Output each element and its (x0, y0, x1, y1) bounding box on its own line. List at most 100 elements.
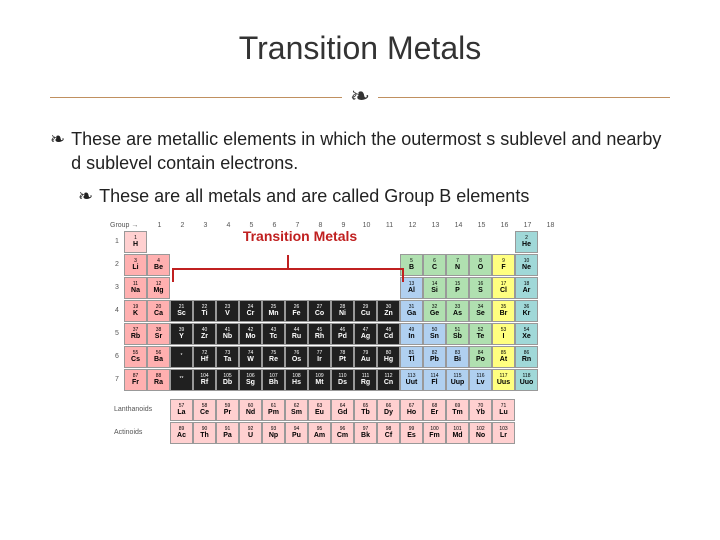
element-cell: 19K (124, 300, 147, 322)
element-cell: 49In (400, 323, 423, 345)
element-cell: 90Th (193, 422, 216, 444)
element-cell: 21Sc (170, 300, 193, 322)
element-cell: 27Co (308, 300, 331, 322)
element-cell: 98Cf (377, 422, 400, 444)
element-symbol: Th (200, 432, 209, 439)
slide: Transition Metals ❧ ❧ These are metallic… (0, 0, 720, 540)
element-cell: 70Yb (469, 399, 492, 421)
element-symbol: Dy (384, 409, 393, 416)
element-cell: 36Kr (515, 300, 538, 322)
group-number: 2 (171, 222, 194, 229)
element-symbol: Es (407, 432, 416, 439)
period-number: 3 (110, 277, 124, 299)
element-cell: 88Ra (147, 369, 170, 391)
element-symbol: Cu (361, 310, 370, 317)
element-symbol: Ni (339, 310, 346, 317)
element-cell: 79Au (354, 346, 377, 368)
element-symbol: Pa (223, 432, 232, 439)
element-cell: 32Ge (423, 300, 446, 322)
element-symbol: Pu (292, 432, 301, 439)
element-cell: 43Tc (262, 323, 285, 345)
group-number: 1 (148, 222, 171, 229)
element-symbol: Ru (292, 333, 301, 340)
element-cell: 7N (446, 254, 469, 276)
title-divider: ❧ (50, 85, 670, 109)
bullet-text: These are all metals and are called Grou… (99, 184, 529, 208)
element-symbol: Ge (430, 310, 439, 317)
element-symbol: Na (131, 287, 140, 294)
element-cell: 71Lu (492, 399, 515, 421)
element-cell: 60Nd (239, 399, 262, 421)
element-symbol: N (455, 264, 460, 271)
group-number: 11 (378, 222, 401, 229)
element-cell: 17Cl (492, 277, 515, 299)
element-symbol: Sg (246, 379, 255, 386)
element-cell: 95Am (308, 422, 331, 444)
element-symbol: Ba (154, 356, 163, 363)
element-symbol: Cf (385, 432, 392, 439)
element-cell: 18Ar (515, 277, 538, 299)
element-cell: 117Uus (492, 369, 515, 391)
element-cell: 66Dy (377, 399, 400, 421)
element-cell: 2He (515, 231, 538, 253)
element-symbol: Po (476, 356, 485, 363)
pt-row: 311Na12Mg13Al14Si15P16S17Cl18Ar (110, 277, 610, 299)
bullet-list: ❧ These are metallic elements in which t… (50, 127, 670, 208)
element-symbol: Re (269, 356, 278, 363)
element-symbol: Eu (315, 409, 324, 416)
element-symbol: As (453, 310, 462, 317)
element-symbol: Pb (430, 356, 439, 363)
element-symbol: B (409, 264, 414, 271)
element-cell: 28Ni (331, 300, 354, 322)
element-cell: 73Ta (216, 346, 239, 368)
divider-line-left (50, 97, 342, 98)
element-cell: 101Md (446, 422, 469, 444)
element-symbol: In (408, 333, 414, 340)
empty-cell (423, 231, 446, 253)
empty-cell (216, 277, 239, 299)
group-number: 12 (401, 222, 424, 229)
element-cell: 93Np (262, 422, 285, 444)
element-symbol: Lr (500, 432, 507, 439)
element-cell: 56Ba (147, 346, 170, 368)
element-symbol: Rn (522, 356, 531, 363)
empty-cell (331, 277, 354, 299)
pt-row: 537Rb38Sr39Y40Zr41Nb42Mo43Tc44Ru45Rh46Pd… (110, 323, 610, 345)
element-symbol: Nb (223, 333, 232, 340)
element-cell: 34Se (469, 300, 492, 322)
period-number: 2 (110, 254, 124, 276)
element-symbol: Mn (268, 310, 278, 317)
element-cell: 107Bh (262, 369, 285, 391)
element-symbol: Cr (247, 310, 255, 317)
element-symbol: C (432, 264, 437, 271)
element-cell: 116Lv (469, 369, 492, 391)
element-cell: 84Po (469, 346, 492, 368)
element-cell: 58Ce (193, 399, 216, 421)
element-symbol: Ag (361, 333, 370, 340)
empty-cell (469, 231, 492, 253)
element-cell: 33As (446, 300, 469, 322)
element-symbol: He (522, 241, 531, 248)
element-cell: 82Pb (423, 346, 446, 368)
element-symbol: Pt (339, 356, 346, 363)
element-cell: 42Mo (239, 323, 262, 345)
group-number: 17 (516, 222, 539, 229)
element-cell: 83Bi (446, 346, 469, 368)
element-cell: 11Na (124, 277, 147, 299)
element-cell: 64Gd (331, 399, 354, 421)
pt-row: 655Cs56Ba*72Hf73Ta74W75Re76Os77Ir78Pt79A… (110, 346, 610, 368)
element-symbol: Hg (384, 356, 393, 363)
element-symbol: Lv (476, 379, 484, 386)
element-cell: 38Sr (147, 323, 170, 345)
bullet-icon: ❧ (50, 127, 65, 176)
element-symbol: Sn (430, 333, 439, 340)
element-cell: 31Ga (400, 300, 423, 322)
period-number: 4 (110, 300, 124, 322)
element-cell: 46Pd (331, 323, 354, 345)
element-symbol: Yb (476, 409, 485, 416)
element-cell: 50Sn (423, 323, 446, 345)
element-cell: 105Db (216, 369, 239, 391)
element-cell: 65Tb (354, 399, 377, 421)
empty-cell (446, 231, 469, 253)
element-cell: 92U (239, 422, 262, 444)
